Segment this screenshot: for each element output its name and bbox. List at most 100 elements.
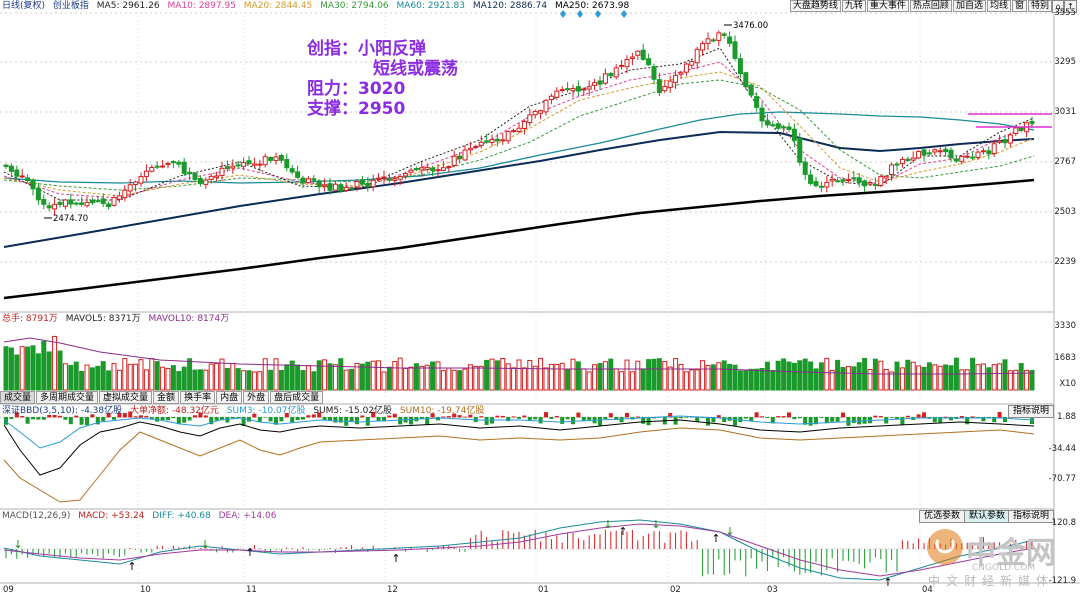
volume-bar — [219, 358, 225, 391]
volume-bar — [332, 364, 338, 391]
ma-button[interactable]: 均线 — [986, 0, 1011, 12]
volume-bar — [354, 362, 360, 391]
hotspot-review-button[interactable]: 热点回顾 — [909, 0, 952, 12]
macd-diff-label: DIFF: +40.68 — [152, 511, 211, 521]
volume-bar — [316, 360, 322, 391]
candle-body — [581, 88, 587, 91]
candle-body — [349, 187, 355, 190]
bbd-bar — [14, 412, 19, 418]
volume-bar — [494, 360, 500, 391]
macd-legend: MACD(12,26,9) MACD: +53.24 DIFF: +40.68 … — [2, 510, 281, 522]
candle-body — [889, 164, 895, 175]
special-button[interactable]: 特别 — [1027, 0, 1052, 12]
tab-amount[interactable]: 金额 — [153, 391, 180, 404]
ma20-label: MA20: 2844.45 — [243, 1, 313, 11]
candle-body — [554, 90, 560, 98]
volume-bar — [921, 366, 927, 391]
candle-body — [111, 197, 117, 206]
bbd-bar — [144, 415, 149, 418]
volume-bar — [143, 369, 149, 391]
arrow-down-icon: ↓ — [603, 518, 612, 531]
bbd-bar — [760, 416, 764, 418]
bbd-bar — [749, 417, 754, 422]
candle-body — [165, 162, 171, 165]
volume-bar — [457, 370, 463, 391]
scroll-arrow-icon[interactable]: ↑ — [1064, 0, 1077, 13]
bbd-bar — [387, 415, 392, 418]
volume-bar — [764, 361, 770, 391]
bbd-bar — [468, 414, 473, 418]
candle-body — [937, 150, 943, 153]
trendline-button[interactable]: 大盘趋势线 — [789, 0, 841, 12]
volume-bar — [257, 371, 263, 391]
bbd-bar — [328, 417, 332, 422]
lock-icon[interactable]: ⌂ — [1052, 0, 1064, 13]
volume-bar — [592, 364, 598, 391]
bbd-help-button[interactable]: 指标说明 — [1007, 405, 1054, 418]
volume-bar — [408, 366, 414, 391]
macd-help-button[interactable]: 指标说明 — [1007, 510, 1054, 523]
candle-body — [122, 189, 128, 199]
default-params-button[interactable]: 默认参数 — [963, 510, 1010, 523]
volume-bar — [192, 369, 198, 391]
candle-body — [84, 201, 90, 207]
candle-body — [203, 179, 209, 185]
bbd-bar — [943, 416, 948, 418]
volume-bar — [608, 358, 614, 391]
volume-bar — [997, 363, 1003, 391]
bbd-bar — [959, 416, 964, 418]
volume-bar — [95, 365, 101, 391]
tab-multi-period-volume[interactable]: 多周期成交量 — [36, 391, 99, 404]
bbd-bar — [252, 413, 257, 418]
candle-body — [35, 187, 41, 201]
bbd-bar — [436, 417, 440, 421]
window-button[interactable]: 窗 — [1011, 0, 1027, 12]
low-label: 2474.70 — [53, 214, 88, 224]
volume-bar — [732, 364, 738, 391]
tab-outer[interactable]: 外盘 — [243, 391, 270, 404]
candle-body — [1007, 134, 1013, 144]
candle-body — [25, 177, 31, 182]
bbd-bar — [230, 417, 235, 419]
candle-body — [154, 165, 160, 168]
ma120-label: MA120: 2886.74 — [472, 1, 548, 11]
candle-body — [413, 168, 419, 171]
tab-virtual-volume[interactable]: 虚拟成交量 — [99, 391, 153, 404]
volume-bar — [224, 368, 230, 391]
volume-bar — [214, 362, 220, 391]
candle-body — [89, 200, 95, 204]
arrow-up-icon: ↑ — [618, 525, 627, 538]
macd-bars — [5, 529, 1033, 577]
tab-volume[interactable]: 成交量 — [0, 391, 36, 404]
candle-body — [95, 200, 101, 203]
volume-bar — [964, 369, 970, 391]
bbd-bar — [673, 417, 678, 425]
volume-bar — [1013, 369, 1019, 391]
candle-body — [3, 164, 9, 167]
bbd-bar — [538, 417, 543, 424]
volume-bar — [867, 369, 873, 391]
nine-turn-button[interactable]: 九转 — [841, 0, 866, 12]
mavol-line — [3, 337, 1035, 375]
tab-inner[interactable]: 内盘 — [216, 391, 243, 404]
candle-body — [608, 73, 614, 77]
bbd-bar — [25, 417, 30, 424]
candle-body — [133, 181, 139, 186]
bbd-bar — [916, 414, 921, 418]
add-watchlist-button[interactable]: 加自选 — [952, 0, 986, 12]
bbd-bar — [392, 413, 397, 418]
tab-turnover[interactable]: 换手率 — [180, 391, 216, 404]
candle-body — [370, 179, 376, 188]
candle-body — [408, 169, 414, 173]
watermark-slogan: 中文财经新媒体 — [928, 574, 1055, 588]
optimize-params-button[interactable]: 优选参数 — [918, 510, 965, 523]
bbd-bar — [41, 417, 46, 420]
bbd-bar — [349, 417, 354, 422]
candle-body — [899, 158, 905, 165]
candle-body — [797, 137, 803, 163]
tab-after-hours-volume[interactable]: 盘后成交量 — [270, 391, 324, 404]
major-events-button[interactable]: 重大事件 — [866, 0, 909, 12]
volume-bar — [646, 359, 652, 391]
volume-bar — [521, 367, 527, 391]
candle-body — [467, 147, 473, 151]
